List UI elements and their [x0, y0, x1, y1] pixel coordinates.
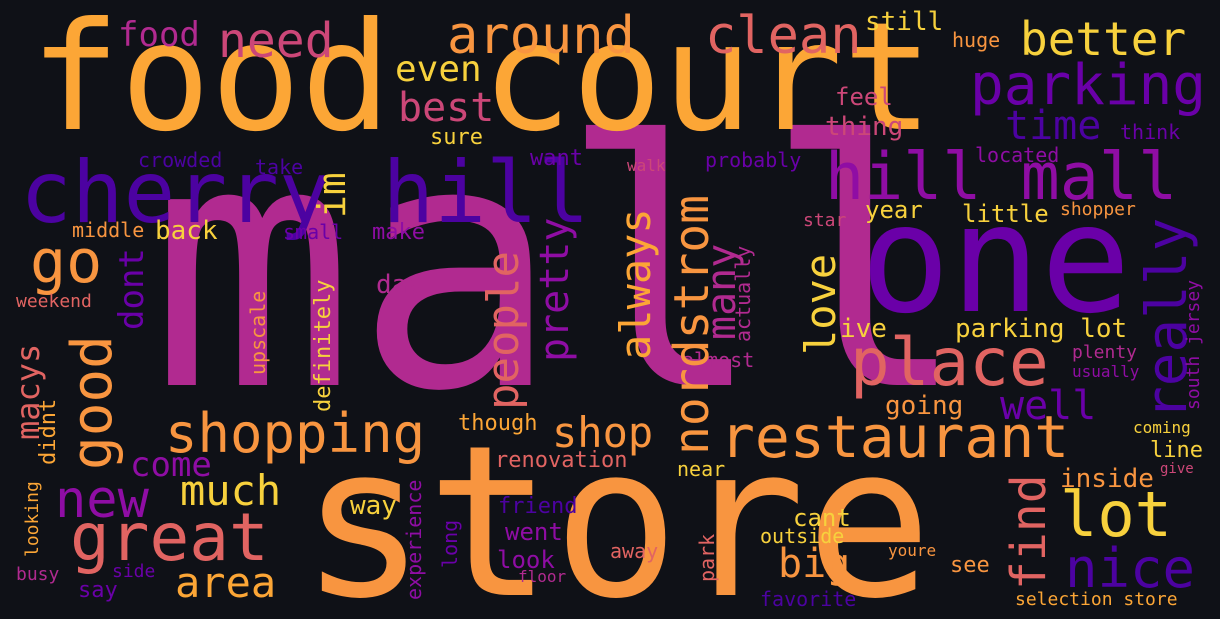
word-usually: usually	[1072, 362, 1140, 381]
word-make: make	[372, 220, 425, 245]
word-probably: probably	[705, 148, 802, 172]
word-still: still	[865, 7, 944, 37]
word-look: look	[497, 546, 555, 574]
word-food: food	[118, 15, 200, 55]
word-clean: clean	[705, 6, 862, 66]
word-walk: walk	[627, 156, 666, 175]
word-weekend: weekend	[16, 291, 92, 312]
word-parking: parking	[970, 53, 1207, 118]
word-feel: feel	[835, 83, 893, 111]
word-love: love	[796, 253, 845, 355]
word-side: side	[112, 561, 156, 582]
word-middle: middle	[72, 218, 145, 242]
word-dont: dont	[112, 248, 152, 330]
word-south-jersey: south jersey	[1183, 279, 1204, 410]
word-come: come	[130, 445, 212, 485]
word-favorite: favorite	[760, 587, 857, 611]
word-long: long	[438, 519, 462, 568]
word-back: back	[155, 216, 218, 246]
word-almost: almost	[682, 348, 755, 372]
word-new: new	[55, 470, 149, 530]
word-better: better	[1020, 12, 1187, 66]
word-youre: youre	[888, 541, 937, 560]
word-go: go	[30, 227, 103, 297]
word-didnt: didnt	[36, 398, 61, 465]
word-well: well	[1000, 383, 1097, 429]
word-near: near	[677, 457, 726, 481]
word-busy: busy	[16, 564, 60, 585]
word-outside: outside	[760, 524, 845, 548]
word-ive: ive	[840, 314, 887, 344]
word-pretty: pretty	[532, 217, 578, 363]
word-friend: friend	[498, 494, 578, 519]
word-think: think	[1120, 120, 1181, 144]
word-mall: mall	[150, 70, 969, 466]
word-actually: actually	[731, 245, 755, 342]
word-day: day	[376, 270, 423, 300]
word-parking-lot: parking lot	[955, 314, 1128, 344]
word-big: big	[778, 541, 851, 587]
word-area: area	[175, 558, 277, 607]
word-little: little	[962, 200, 1049, 228]
word-good: good	[60, 335, 125, 470]
word-huge: huge	[952, 28, 1001, 52]
word-small: small	[283, 220, 344, 244]
word-see: see	[950, 553, 990, 578]
word-definitely: definitely	[311, 279, 336, 412]
word-coming: coming	[1133, 418, 1191, 437]
word-best: best	[398, 85, 495, 131]
word-cant: cant	[793, 504, 851, 532]
word-place: place	[850, 324, 1049, 401]
word-renovation: renovation	[495, 448, 628, 473]
word-even: even	[395, 49, 482, 90]
word-say: say	[78, 578, 118, 603]
word-cherry-hill: cherry hill	[20, 143, 590, 243]
word-need: need	[218, 13, 334, 69]
word-im: im	[310, 172, 354, 218]
word-looking: looking	[22, 481, 43, 557]
word-way: way	[350, 491, 397, 521]
word-take: take	[255, 155, 304, 179]
word-star: star	[803, 210, 847, 231]
word-restaurant: restaurant	[720, 403, 1070, 471]
word-lot: lot	[1060, 478, 1172, 551]
word-food-court: food court	[30, 0, 934, 165]
word-located: located	[975, 143, 1060, 167]
word-selection-store: selection store	[1015, 589, 1178, 610]
word-though: though	[458, 411, 538, 436]
word-shopping: shopping	[165, 402, 426, 465]
word-inside: inside	[1060, 464, 1154, 494]
word-hill-mall: hill mall	[825, 140, 1178, 215]
word-away: away	[610, 539, 659, 563]
word-always: always	[611, 208, 660, 360]
word-park: park	[695, 533, 719, 582]
word-year: year	[865, 196, 923, 224]
word-shopper: shopper	[1060, 199, 1136, 220]
word-around: around	[447, 6, 635, 66]
word-shop: shop	[552, 408, 654, 457]
word-want: want	[530, 146, 583, 171]
word-plenty: plenty	[1072, 342, 1138, 363]
word-find: find	[1001, 474, 1057, 590]
word-floor: floor	[518, 567, 567, 586]
word-great: great	[70, 499, 269, 576]
word-time: time	[1005, 103, 1102, 149]
word-line: line	[1150, 438, 1203, 463]
word-going: going	[885, 391, 964, 421]
word-give: give	[1160, 461, 1194, 477]
word-went: went	[505, 518, 563, 546]
word-much: much	[180, 466, 282, 515]
word-nice: nice	[1065, 537, 1196, 600]
word-experience: experience	[402, 479, 426, 600]
word-upscale: upscale	[246, 290, 270, 375]
word-thing: thing	[825, 112, 904, 142]
word-crowded: crowded	[138, 148, 223, 172]
word-sure: sure	[430, 125, 483, 150]
word-store: store	[300, 400, 933, 619]
word-people: people	[478, 251, 529, 410]
word-one: one	[860, 173, 1131, 347]
